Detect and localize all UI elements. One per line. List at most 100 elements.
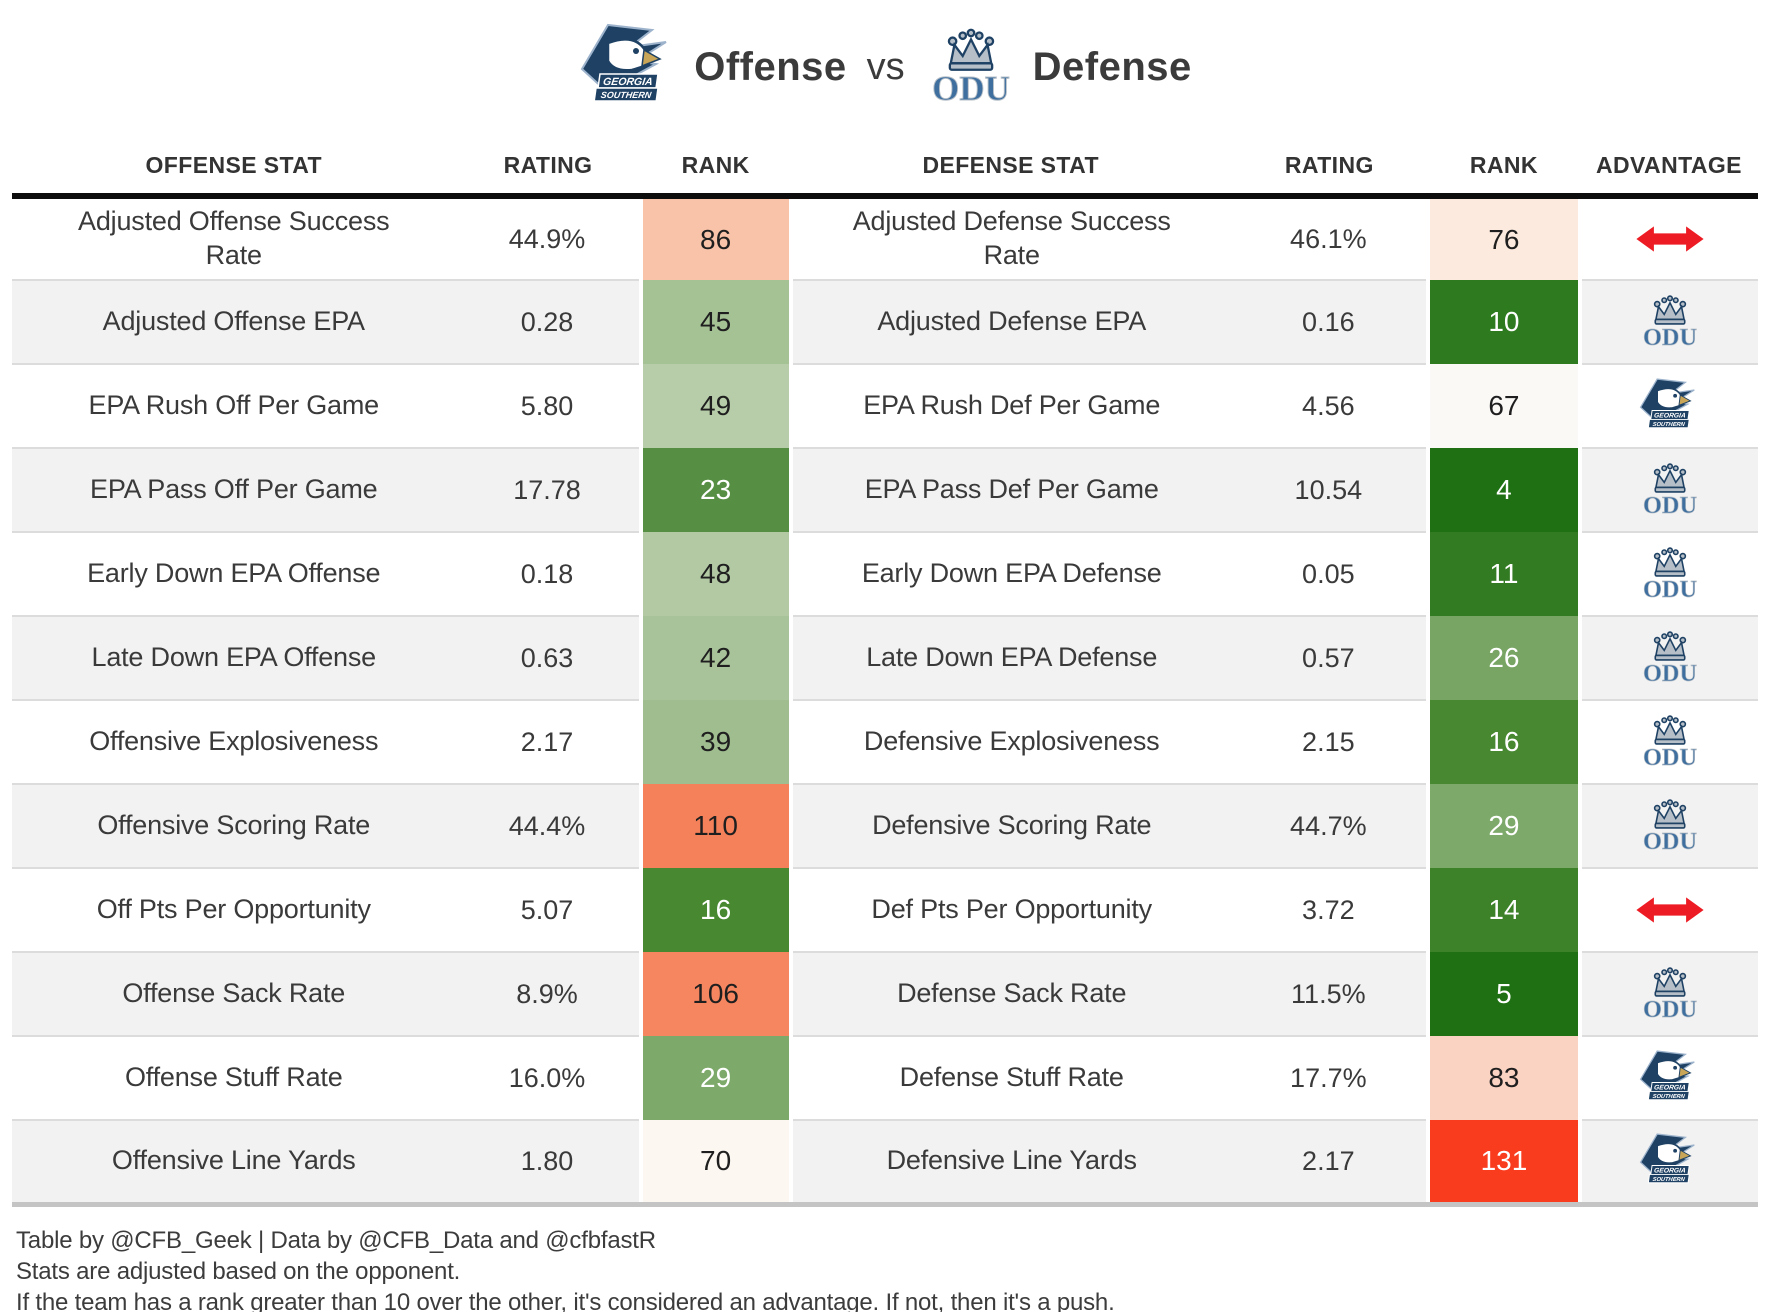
col-header-defense-stat: DEFENSE STAT [790, 128, 1231, 199]
footer-notes: Table by @CFB_Geek | Data by @CFB_Data a… [16, 1225, 1770, 1312]
note-advantage-rule: If the team has a rank greater than 10 o… [16, 1288, 1115, 1312]
defense-stat-label: EPA Pass Def Per Game [790, 447, 1231, 532]
offense-rating-value: 44.4% [455, 783, 641, 868]
offense-rating-value: 2.17 [455, 699, 641, 784]
defense-stat-label: Early Down EPA Defense [790, 531, 1231, 616]
advantage-cell [1579, 447, 1758, 532]
defense-rank-cell: 16 [1425, 700, 1582, 784]
defense-rating-value: 17.7% [1230, 1035, 1428, 1120]
col-header-offense-rating: RATING [455, 128, 641, 199]
defense-rank-cell: 10 [1425, 280, 1582, 364]
stats-comparison-table: OFFENSE STAT RATING RANK DEFENSE STAT RA… [12, 128, 1758, 1207]
table-row: EPA Pass Off Per Game 17.78 23 EPA Pass … [12, 447, 1758, 532]
table-row: Offense Sack Rate 8.9% 106 Defense Sack … [12, 951, 1758, 1036]
defense-rating-value: 10.54 [1230, 447, 1428, 532]
advantage-cell [1579, 951, 1758, 1036]
defense-stat-label: Adjusted Defense EPA [790, 279, 1231, 364]
defense-rank-cell: 14 [1425, 868, 1582, 952]
col-header-offense-stat: OFFENSE STAT [12, 128, 456, 199]
odu-advantage-icon [1638, 542, 1702, 606]
defense-stat-label: Defensive Line Yards [790, 1119, 1231, 1207]
offense-rating-value: 17.78 [455, 447, 641, 532]
table-row: Offense Stuff Rate 16.0% 29 Defense Stuf… [12, 1035, 1758, 1120]
col-header-defense-rating: RATING [1230, 128, 1428, 199]
offense-rating-value: 1.80 [455, 1119, 641, 1207]
advantage-cell [1579, 699, 1758, 784]
offense-stat-label: Adjusted Offense EPA [12, 279, 456, 364]
vs-label: vs [866, 45, 905, 88]
odu-advantage-icon [1638, 794, 1702, 858]
defense-title-label: Defense [1032, 44, 1192, 89]
offense-stat-label: Offensive Line Yards [12, 1119, 456, 1207]
defense-stat-label: Adjusted Defense Success Rate [852, 206, 1171, 270]
odu-advantage-icon [1638, 458, 1702, 522]
offense-rating-value: 5.07 [455, 867, 641, 952]
offense-rank-cell: 23 [638, 448, 793, 532]
offense-stat-label: EPA Pass Off Per Game [12, 447, 456, 532]
defense-rank-cell: 11 [1425, 532, 1582, 616]
col-header-advantage: ADVANTAGE [1579, 128, 1758, 199]
offense-rank-cell: 42 [638, 616, 793, 700]
offense-stat-label: EPA Rush Off Per Game [12, 363, 456, 448]
advantage-cell [1579, 867, 1758, 952]
table-row: Late Down EPA Offense 0.63 42 Late Down … [12, 615, 1758, 700]
defense-rating-value: 3.72 [1230, 867, 1428, 952]
table-header-row: OFFENSE STAT RATING RANK DEFENSE STAT RA… [12, 128, 1758, 199]
defense-rank-cell: 5 [1425, 952, 1582, 1036]
offense-rating-value: 0.28 [455, 279, 641, 364]
credit-line: Table by @CFB_Geek | Data by @CFB_Data a… [16, 1226, 656, 1254]
defense-rating-value: 46.1% [1290, 223, 1367, 254]
defense-rating-value: 2.15 [1230, 699, 1428, 784]
georgia-southern-advantage-icon [1638, 1046, 1702, 1110]
offense-rank-cell: 29 [638, 1036, 793, 1120]
georgia-southern-advantage-icon [1638, 374, 1702, 438]
offense-rating-value: 0.18 [455, 531, 641, 616]
table-row: Adjusted Offense EPA 0.28 45 Adjusted De… [12, 279, 1758, 364]
defense-rating-value: 11.5% [1230, 951, 1428, 1036]
defense-rating-value: 0.16 [1230, 279, 1428, 364]
odu-advantage-icon [1638, 710, 1702, 774]
defense-rank-cell: 76 [1425, 196, 1582, 280]
georgia-southern-advantage-icon [1638, 1129, 1702, 1193]
advantage-cell [1580, 196, 1758, 280]
defense-rank-cell: 4 [1425, 448, 1582, 532]
defense-rank-cell: 131 [1425, 1120, 1582, 1207]
odu-advantage-icon [1638, 290, 1702, 354]
table-row: Early Down EPA Offense 0.18 48 Early Dow… [12, 531, 1758, 616]
offense-rating-value: 16.0% [455, 1035, 641, 1120]
advantage-cell [1579, 1035, 1758, 1120]
offense-rank-cell: 110 [638, 784, 793, 868]
table-row: Adjusted Offense Success Rate 44.9% 86 A… [12, 196, 1758, 280]
push-arrow-icon [1635, 223, 1705, 255]
defense-stat-label: Defense Sack Rate [790, 951, 1231, 1036]
offense-rank-cell: 49 [638, 364, 793, 448]
push-arrow-icon [1635, 894, 1705, 926]
defense-rating-value: 0.05 [1230, 531, 1428, 616]
advantage-cell [1579, 783, 1758, 868]
odu-advantage-icon [1638, 626, 1702, 690]
odu-logo [925, 21, 1017, 113]
offense-rank-cell: 39 [638, 700, 793, 784]
defense-rank-cell: 29 [1425, 784, 1582, 868]
defense-rank-cell: 83 [1425, 1036, 1582, 1120]
offense-rank-cell: 45 [638, 280, 793, 364]
offense-stat-label: Late Down EPA Offense [12, 615, 456, 700]
offense-stat-label: Offense Sack Rate [12, 951, 456, 1036]
offense-stat-label: Early Down EPA Offense [12, 531, 456, 616]
georgia-southern-logo [578, 17, 678, 117]
offense-rank-cell: 70 [638, 1120, 793, 1207]
defense-stat-label: Late Down EPA Defense [790, 615, 1231, 700]
defense-rating-value: 2.17 [1230, 1119, 1428, 1207]
note-adjusted: Stats are adjusted based on the opponent… [16, 1257, 461, 1285]
offense-stat-label: Offense Stuff Rate [12, 1035, 456, 1120]
advantage-cell [1579, 615, 1758, 700]
offense-stat-label: Offensive Scoring Rate [12, 783, 456, 868]
advantage-cell [1579, 1119, 1758, 1207]
page-title: Offense vs Defense [0, 0, 1770, 128]
table-row: Offensive Explosiveness 2.17 39 Defensiv… [12, 699, 1758, 784]
defense-rating-value: 44.7% [1230, 783, 1428, 868]
offense-rank-cell: 16 [638, 868, 793, 952]
offense-stat-label: Offensive Explosiveness [12, 699, 456, 784]
col-header-offense-rank: RANK [640, 128, 791, 199]
table-row: EPA Rush Off Per Game 5.80 49 EPA Rush D… [12, 363, 1758, 448]
